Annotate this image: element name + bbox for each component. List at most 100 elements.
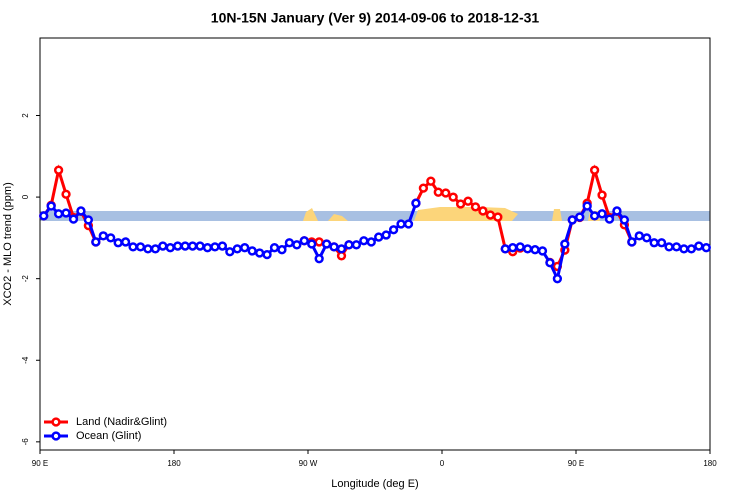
data-point — [314, 237, 324, 247]
data-point — [128, 242, 138, 252]
data-point — [589, 211, 600, 221]
data-point — [455, 199, 466, 209]
data-point — [418, 183, 429, 193]
x-tick-label: 0 — [440, 459, 445, 468]
data-point — [53, 209, 64, 219]
data-point — [508, 243, 518, 253]
data-point — [485, 210, 496, 220]
data-point — [441, 188, 451, 198]
data-point — [314, 254, 324, 264]
land-band — [328, 214, 348, 221]
data-point — [597, 190, 607, 200]
data-point — [61, 208, 71, 218]
data-point — [165, 243, 175, 253]
data-point — [240, 243, 250, 253]
data-point — [403, 219, 414, 229]
data-point — [262, 249, 272, 260]
data-point — [381, 230, 391, 240]
data-point — [396, 219, 406, 229]
data-point — [604, 214, 615, 224]
data-point — [552, 274, 563, 284]
data-point — [411, 198, 421, 208]
data-point — [575, 212, 585, 222]
data-point — [493, 212, 503, 222]
y-axis-label: XCO2 - MLO trend (ppm) — [2, 182, 14, 305]
data-point — [612, 206, 622, 216]
land-band — [552, 209, 562, 221]
land-band — [414, 207, 518, 221]
data-point — [76, 206, 86, 216]
data-point — [113, 238, 123, 248]
data-point — [597, 209, 607, 219]
y-tick-label: 0 — [21, 194, 30, 199]
data-point — [195, 241, 205, 251]
data-point — [545, 258, 555, 268]
x-tick-label: 180 — [167, 459, 181, 468]
data-point — [225, 247, 235, 257]
x-tick-label: 90 E — [568, 459, 584, 468]
data-point — [656, 238, 667, 248]
data-point — [530, 245, 540, 255]
chart-title: 10N-15N January (Ver 9) 2014-09-06 to 20… — [211, 10, 540, 26]
data-point — [366, 237, 376, 247]
data-point — [39, 211, 49, 221]
data-point — [679, 244, 689, 254]
data-point — [701, 243, 711, 253]
data-point — [522, 244, 533, 254]
data-point — [202, 243, 213, 253]
data-point — [329, 242, 339, 252]
y-tick-label: -4 — [21, 356, 30, 364]
data-point — [336, 244, 347, 254]
legend-label: Ocean (Glint) — [76, 430, 141, 442]
data-point — [426, 176, 436, 186]
data-point — [217, 241, 228, 251]
data-point — [515, 242, 525, 252]
data-point — [649, 238, 659, 248]
data-point — [232, 244, 242, 254]
data-point — [627, 237, 637, 247]
legend-marker — [51, 431, 61, 441]
ocean-band — [40, 211, 710, 221]
data-point — [83, 215, 94, 225]
data-point — [433, 187, 443, 197]
data-point — [210, 242, 220, 252]
data-point — [98, 231, 108, 241]
data-point — [344, 240, 354, 250]
data-point — [158, 241, 168, 251]
data-point — [686, 244, 697, 254]
y-tick-label: 2 — [21, 113, 30, 118]
data-point — [150, 244, 161, 254]
x-tick-label: 180 — [703, 459, 717, 468]
data-point — [619, 215, 630, 225]
data-point — [46, 201, 56, 211]
data-point — [560, 239, 570, 249]
data-point — [307, 239, 317, 249]
data-point — [254, 248, 265, 258]
plot-frame — [39, 37, 711, 451]
data-point — [478, 206, 488, 216]
data-point — [135, 242, 146, 252]
data-point — [448, 192, 458, 202]
data-point — [61, 189, 71, 199]
legend-marker — [51, 417, 61, 427]
data-point — [321, 239, 332, 249]
data-point — [589, 165, 600, 175]
data-point — [567, 215, 577, 225]
data-point — [106, 233, 116, 243]
x-tick-label: 90 E — [32, 459, 48, 468]
data-point — [664, 242, 674, 252]
legend-label: Land (Nadir&Glint) — [76, 416, 167, 428]
data-point — [299, 236, 309, 246]
data-point — [470, 202, 481, 212]
data-point — [500, 244, 510, 254]
x-axis-label: Longitude (deg E) — [331, 478, 418, 490]
data-point — [388, 225, 399, 235]
data-point — [537, 246, 548, 256]
land-band — [303, 208, 318, 221]
data-point — [180, 241, 190, 251]
y-tick-label: -2 — [21, 275, 30, 283]
data-point — [359, 236, 369, 246]
data-point — [374, 232, 384, 242]
data-point — [68, 214, 79, 224]
